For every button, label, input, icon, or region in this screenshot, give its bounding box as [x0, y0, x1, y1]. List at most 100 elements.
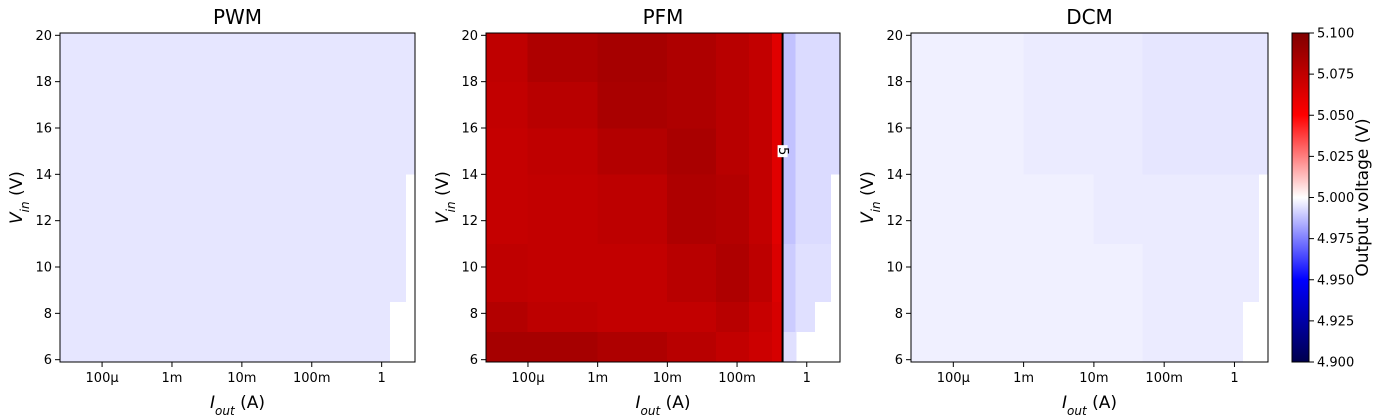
y-axis-label-part: V [858, 211, 878, 224]
heatmap-cell [749, 32, 773, 82]
heatmap-cell [667, 301, 717, 333]
heatmap-cell [782, 32, 797, 82]
heatmap-cell [715, 174, 750, 245]
x-tick-label: 100µ [86, 371, 119, 386]
heatmap-cell [290, 243, 325, 303]
chart-title: PFM [643, 5, 684, 29]
y-tick-label: 16 [461, 121, 478, 136]
colorbar-tick-label: 5.100 [1317, 27, 1354, 42]
contour-label: 5 [775, 147, 790, 155]
heatmap-cell [749, 243, 773, 303]
x-tick-label: 1 [378, 371, 386, 386]
colorbar-tick-label: 5.000 [1317, 191, 1354, 206]
colorbar-tick-label: 4.950 [1317, 273, 1354, 288]
colorbar-tick-label: 4.975 [1317, 232, 1354, 247]
heatmap-cell [370, 174, 390, 245]
y-axis-label-part: in [18, 201, 32, 212]
heatmap-cell [171, 174, 243, 245]
heatmap-cell [290, 174, 325, 245]
heatmap-cell [715, 32, 750, 82]
heatmap-cell [241, 127, 292, 175]
heatmap-cell [1199, 127, 1211, 175]
heatmap-cell [1258, 127, 1269, 175]
heatmap-cell [59, 81, 103, 129]
x-tick-label: 100m [1145, 371, 1182, 386]
x-axis-label-part: out [641, 404, 662, 418]
heatmap-cell [1023, 174, 1095, 245]
y-tick-label: 6 [44, 353, 52, 368]
heatmap-cell [370, 32, 390, 82]
y-axis-label-part: in [444, 201, 458, 212]
heatmap-cell [101, 81, 173, 129]
heatmap-cell [405, 127, 416, 175]
heatmap-cell [830, 127, 841, 175]
heatmap-cell [323, 301, 348, 333]
heatmap-cell [597, 174, 668, 245]
heatmap-cell [59, 32, 103, 82]
heatmap-cell [814, 174, 831, 245]
heatmap-cell [485, 301, 529, 333]
heatmap-cell [101, 174, 173, 245]
heatmap-cell [101, 331, 173, 363]
heatmap-cell [1176, 331, 1200, 363]
heatmap-cell [795, 243, 815, 303]
x-axis-label-part: I [636, 393, 641, 413]
x-axis-label: Iout (A) [1062, 393, 1117, 418]
heatmap-cell [749, 301, 773, 333]
heatmap-cell [953, 81, 1024, 129]
heatmap-cell [1223, 301, 1243, 333]
heatmap-cell [814, 32, 831, 82]
heatmap-cell [749, 174, 773, 245]
heatmap-cell [715, 127, 750, 175]
heatmap-cell [795, 32, 815, 82]
heatmap-cell [715, 331, 750, 363]
x-axis-label-part: (A) [235, 393, 265, 413]
heatmap-cell [1176, 174, 1200, 245]
heatmap-cell [667, 127, 717, 175]
heatmap-cell [1093, 81, 1144, 129]
heatmap-cell [1093, 331, 1144, 363]
heatmap-cell [323, 81, 348, 129]
heatmap-cell [346, 32, 358, 82]
heatmap-cell [370, 81, 390, 129]
heatmap-cell [485, 331, 529, 363]
heatmap-cell [953, 32, 1024, 82]
heatmap-cell [1199, 331, 1211, 363]
heatmap-cell [485, 81, 529, 129]
heatmap-cell [357, 127, 372, 175]
heatmap-cell [171, 301, 243, 333]
heatmap-cell [1242, 127, 1259, 175]
y-tick-label: 8 [44, 307, 52, 322]
heatmap-cell [667, 243, 717, 303]
heatmap-cell [370, 301, 390, 333]
x-axis-label: Iout (A) [636, 393, 691, 418]
heatmap-cell [1199, 32, 1211, 82]
heatmap-cell [749, 127, 773, 175]
heatmap-cell [1142, 301, 1177, 333]
heatmap-cell [346, 127, 358, 175]
heatmap-cell [346, 301, 358, 333]
heatmap-cell [1223, 243, 1243, 303]
heatmap-cell [171, 32, 243, 82]
heatmap-cell [1258, 32, 1269, 82]
heatmap-cell [910, 301, 954, 333]
heatmap-cell [1142, 81, 1177, 129]
heatmap-cell [485, 243, 529, 303]
x-axis-label-part: (A) [1087, 393, 1117, 413]
heatmap-cell [241, 301, 292, 333]
heatmap-cell [771, 301, 783, 333]
heatmap-cell [795, 301, 815, 333]
heatmap-cell [782, 331, 797, 363]
y-axis-label: Vin (V) [858, 171, 883, 224]
heatmap-cell [597, 301, 668, 333]
heatmap-cell [1093, 243, 1144, 303]
heatmap-cell [405, 81, 416, 129]
heatmap-cell [370, 127, 390, 175]
heatmap-cell [527, 127, 598, 175]
chart-title: PWM [213, 5, 262, 29]
y-tick-label: 10 [35, 261, 52, 276]
heatmap-cell [1258, 81, 1269, 129]
heatmap-cell [814, 127, 831, 175]
heatmap-cell [1223, 174, 1243, 245]
